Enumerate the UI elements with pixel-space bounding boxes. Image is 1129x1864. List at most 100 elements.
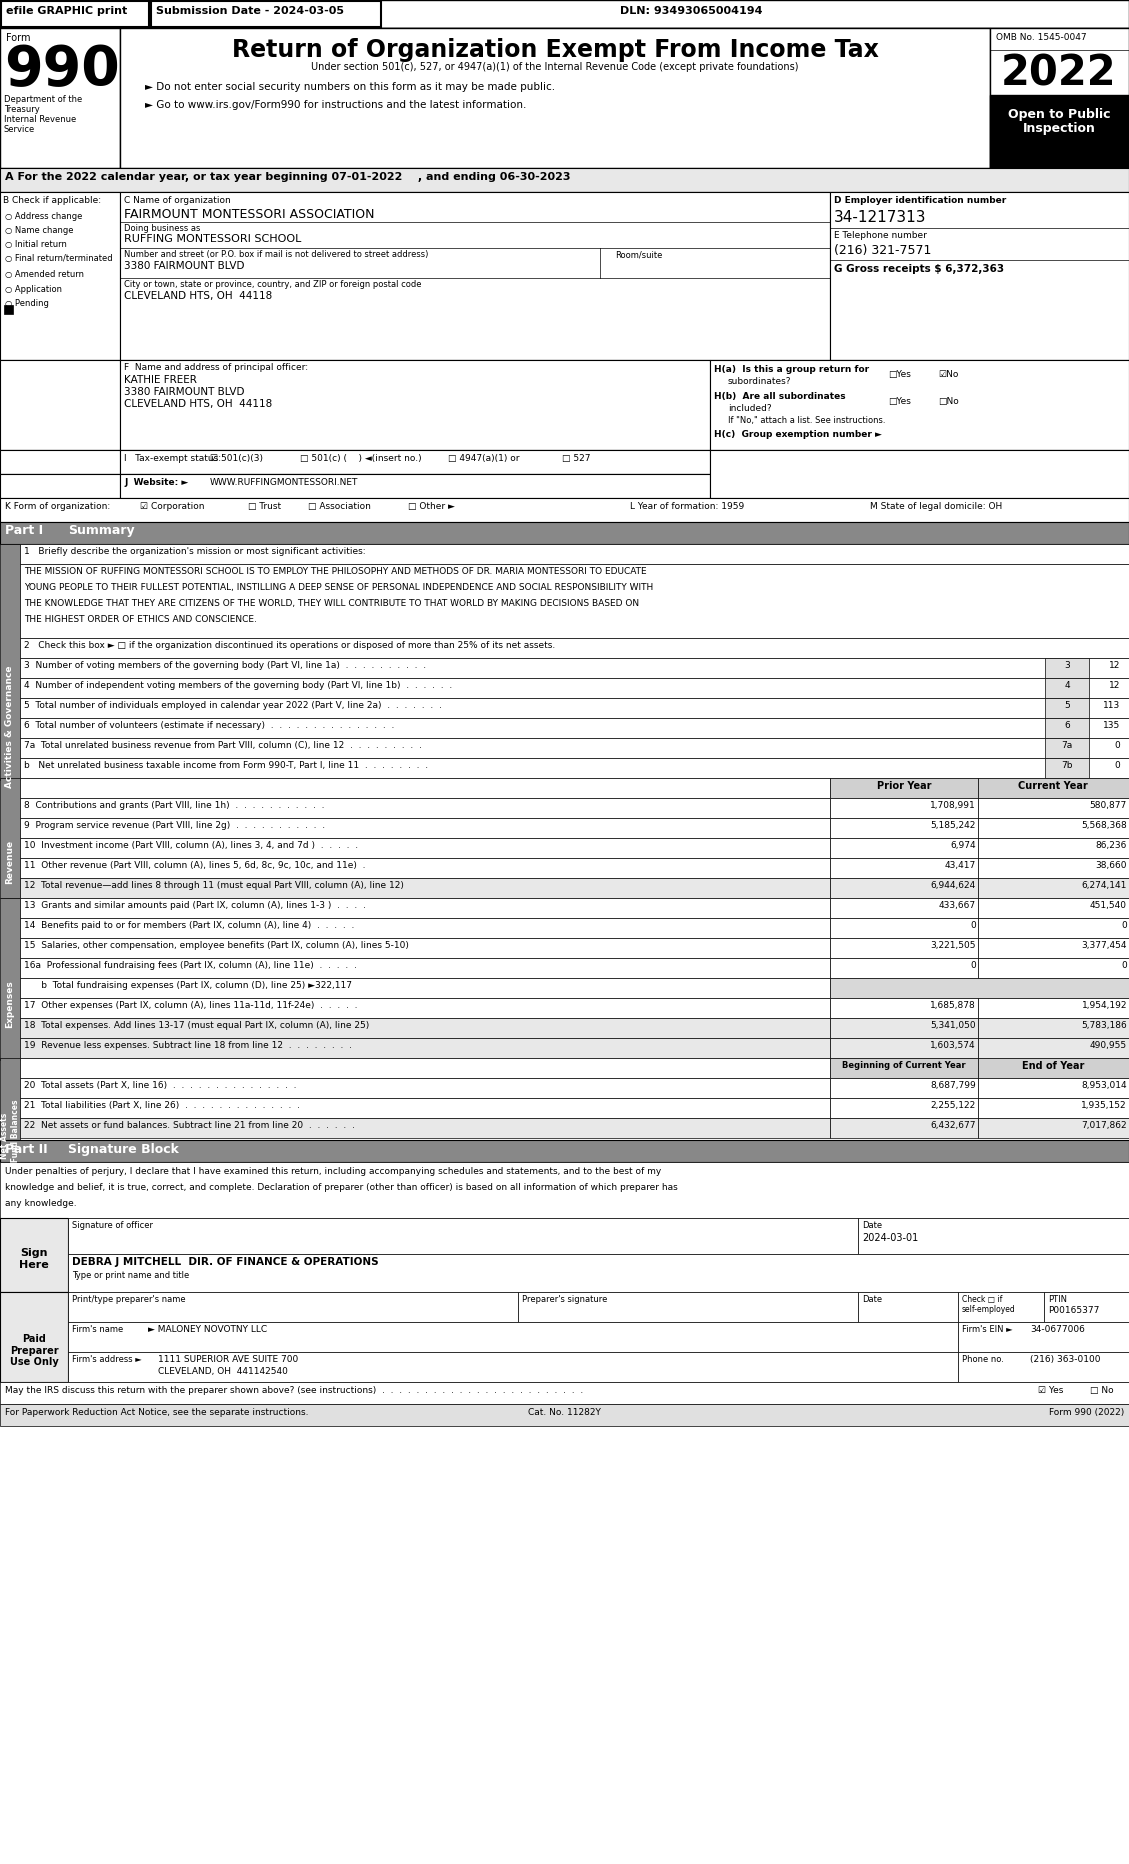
Text: DLN: 93493065004194: DLN: 93493065004194 <box>620 6 762 17</box>
Bar <box>0 1404 1129 1426</box>
Bar <box>0 777 20 898</box>
Text: Firm's EIN ►: Firm's EIN ► <box>962 1325 1013 1335</box>
Bar <box>1045 697 1089 718</box>
Text: 12: 12 <box>1109 662 1120 669</box>
Bar <box>120 473 710 498</box>
Text: □ No: □ No <box>1089 1387 1113 1394</box>
Text: 6,274,141: 6,274,141 <box>1082 882 1127 889</box>
Bar <box>1045 759 1089 777</box>
Bar <box>68 1351 959 1381</box>
Text: 19  Revenue less expenses. Subtract line 18 from line 12  .  .  .  .  .  .  .  .: 19 Revenue less expenses. Subtract line … <box>24 1040 352 1049</box>
Bar <box>0 1217 68 1292</box>
Text: b   Net unrelated business taxable income from Form 990-T, Part I, line 11  .  .: b Net unrelated business taxable income … <box>24 761 428 770</box>
Text: 580,877: 580,877 <box>1089 802 1127 811</box>
Bar <box>20 658 1129 678</box>
Text: Print/type preparer's name: Print/type preparer's name <box>72 1295 185 1305</box>
Text: Summary: Summary <box>68 524 134 537</box>
Bar <box>990 28 1129 168</box>
Text: Date: Date <box>863 1295 882 1305</box>
Bar <box>830 1118 978 1139</box>
Text: 0: 0 <box>970 921 975 930</box>
Text: C Name of organization: C Name of organization <box>124 196 230 205</box>
Text: Open to Public: Open to Public <box>1008 108 1110 121</box>
Text: H(a)  Is this a group return for: H(a) Is this a group return for <box>714 365 869 375</box>
Text: CLEVELAND HTS, OH  44118: CLEVELAND HTS, OH 44118 <box>124 399 272 408</box>
Text: Under section 501(c), 527, or 4947(a)(1) of the Internal Revenue Code (except pr: Under section 501(c), 527, or 4947(a)(1)… <box>312 62 798 73</box>
Bar <box>20 697 1129 718</box>
Text: 17  Other expenses (Part IX, column (A), lines 11a-11d, 11f-24e)  .  .  .  .  .: 17 Other expenses (Part IX, column (A), … <box>24 1001 358 1010</box>
Text: 7,017,862: 7,017,862 <box>1082 1120 1127 1130</box>
Bar <box>20 777 830 798</box>
Text: H(b)  Are all subordinates: H(b) Are all subordinates <box>714 391 846 401</box>
Bar <box>0 473 1129 498</box>
Text: If "No," attach a list. See instructions.: If "No," attach a list. See instructions… <box>728 416 885 425</box>
Text: □ 527: □ 527 <box>562 455 590 462</box>
Text: 22  Net assets or fund balances. Subtract line 21 from line 20  .  .  .  .  .  .: 22 Net assets or fund balances. Subtract… <box>24 1120 355 1130</box>
Bar <box>151 2 380 26</box>
Text: 34-1217313: 34-1217313 <box>834 211 927 226</box>
Bar <box>20 938 830 958</box>
Bar <box>20 798 830 818</box>
Text: May the IRS discuss this return with the preparer shown above? (see instructions: May the IRS discuss this return with the… <box>5 1387 584 1394</box>
Text: 3,221,505: 3,221,505 <box>930 941 975 951</box>
Text: 7a: 7a <box>1061 742 1073 749</box>
Text: 11  Other revenue (Part VIII, column (A), lines 5, 6d, 8c, 9c, 10c, and 11e)  .: 11 Other revenue (Part VIII, column (A),… <box>24 861 366 870</box>
Text: PTIN: PTIN <box>1048 1295 1067 1305</box>
Bar <box>20 718 1129 738</box>
Text: 1,708,991: 1,708,991 <box>930 802 975 811</box>
Bar <box>990 95 1129 168</box>
Text: B Check if applicable:: B Check if applicable: <box>3 196 102 205</box>
Text: Room/suite: Room/suite <box>615 250 663 259</box>
Text: Check □ if
self-employed: Check □ if self-employed <box>962 1295 1016 1314</box>
Bar <box>858 1217 1129 1254</box>
Bar <box>20 1059 830 1077</box>
Text: Phone no.: Phone no. <box>962 1355 1004 1364</box>
Bar <box>20 759 1129 777</box>
Bar <box>20 1038 830 1059</box>
Bar <box>830 777 978 798</box>
Bar <box>20 878 830 898</box>
Text: 7a  Total unrelated business revenue from Part VIII, column (C), line 12  .  .  : 7a Total unrelated business revenue from… <box>24 742 422 749</box>
Bar <box>20 917 830 938</box>
Text: Beginning of Current Year: Beginning of Current Year <box>842 1061 965 1070</box>
Bar <box>978 798 1129 818</box>
Text: 5,185,242: 5,185,242 <box>930 820 975 829</box>
Bar <box>978 1038 1129 1059</box>
Bar <box>0 544 20 779</box>
Text: □Yes: □Yes <box>889 369 911 378</box>
Text: F  Name and address of principal officer:: F Name and address of principal officer: <box>124 363 308 373</box>
Text: 9  Program service revenue (Part VIII, line 2g)  .  .  .  .  .  .  .  .  .  .  .: 9 Program service revenue (Part VIII, li… <box>24 820 325 829</box>
Bar <box>0 360 1129 449</box>
Bar <box>978 857 1129 878</box>
Text: knowledge and belief, it is true, correct, and complete. Declaration of preparer: knowledge and belief, it is true, correc… <box>5 1184 677 1191</box>
Text: Firm's name: Firm's name <box>72 1325 123 1335</box>
Bar <box>978 818 1129 839</box>
Text: 6,974: 6,974 <box>951 841 975 850</box>
Text: ○ Amended return: ○ Amended return <box>5 270 84 280</box>
Bar <box>1045 718 1089 738</box>
Bar <box>830 898 978 917</box>
Bar <box>0 449 1129 473</box>
Bar <box>830 917 978 938</box>
Text: 20  Total assets (Part X, line 16)  .  .  .  .  .  .  .  .  .  .  .  .  .  .  .: 20 Total assets (Part X, line 16) . . . … <box>24 1081 297 1090</box>
Text: RUFFING MONTESSORI SCHOOL: RUFFING MONTESSORI SCHOOL <box>124 235 301 244</box>
Text: CLEVELAND, OH  441142540: CLEVELAND, OH 441142540 <box>158 1366 288 1376</box>
Text: 490,955: 490,955 <box>1089 1040 1127 1049</box>
Text: 1,935,152: 1,935,152 <box>1082 1102 1127 1109</box>
Bar <box>20 1118 830 1139</box>
Text: 1111 SUPERIOR AVE SUITE 700: 1111 SUPERIOR AVE SUITE 700 <box>158 1355 298 1364</box>
Text: WWW.RUFFINGMONTESSORI.NET: WWW.RUFFINGMONTESSORI.NET <box>210 477 358 487</box>
Bar <box>830 958 978 979</box>
Text: ► Do not enter social security numbers on this form as it may be made public.: ► Do not enter social security numbers o… <box>145 82 555 91</box>
Text: OMB No. 1545-0047: OMB No. 1545-0047 <box>996 34 1086 43</box>
Text: Return of Organization Exempt From Income Tax: Return of Organization Exempt From Incom… <box>231 37 878 62</box>
Bar <box>120 192 830 360</box>
Bar <box>959 1322 1129 1351</box>
Bar <box>20 738 1129 759</box>
Text: Signature of officer: Signature of officer <box>72 1221 154 1230</box>
Bar <box>20 979 830 997</box>
Text: Under penalties of perjury, I declare that I have examined this return, includin: Under penalties of perjury, I declare th… <box>5 1167 662 1176</box>
Bar <box>20 997 830 1018</box>
Text: Internal Revenue: Internal Revenue <box>5 116 77 125</box>
Bar <box>978 777 1129 798</box>
